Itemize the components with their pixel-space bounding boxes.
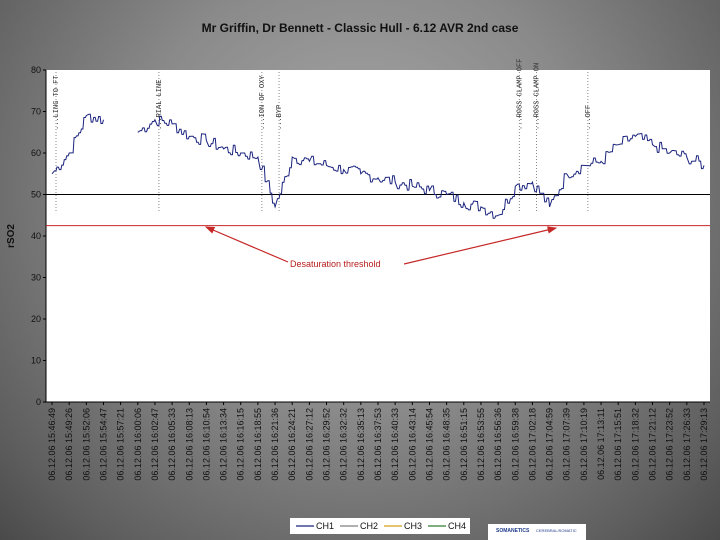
chart-title: Mr Griffin, Dr Bennett - Classic Hull - … <box>202 21 519 35</box>
x-tick-label: 06.12.06 17:13:11 <box>596 408 606 480</box>
x-tick-label: 06.12.06 16:35:13 <box>356 408 366 481</box>
event-marker-label: ...LING TO FT <box>53 75 61 130</box>
series-line-ch1 <box>51 113 104 175</box>
x-tick-label: 06.12.06 17:26:33 <box>682 408 692 481</box>
event-marker-label: ...OFF <box>585 105 593 130</box>
x-tick-label: 06.12.06 16:43:14 <box>407 408 417 481</box>
legend: CH1 CH2 CH3 CH4 <box>290 518 470 534</box>
x-tick-label: 06.12.06 15:54:47 <box>98 408 108 481</box>
x-tick-label: 06.12.06 17:02:18 <box>527 408 537 481</box>
x-tick-label: 06.12.06 16:53:55 <box>476 408 486 481</box>
y-axis: 0 10 20 30 40 50 60 70 80 <box>31 65 47 407</box>
x-tick-label: 06.12.06 16:37:53 <box>373 408 383 481</box>
y-tick-label: 30 <box>31 273 41 283</box>
legend-box <box>290 518 470 534</box>
x-tick-label: 06.12.06 16:29:52 <box>322 408 332 481</box>
x-tick-label: 06.12.06 16:00:06 <box>133 408 143 481</box>
annotation-arrow-right <box>403 226 558 265</box>
legend-label-ch1: CH1 <box>316 521 334 531</box>
y-tick-label: 70 <box>31 107 41 117</box>
plot-area <box>46 70 710 402</box>
y-tick-label: 0 <box>36 397 41 407</box>
annotation-arrow-left <box>204 226 289 263</box>
x-tick-label: 06.12.06 16:59:38 <box>510 408 520 481</box>
x-tick-label: 06.12.06 17:21:12 <box>648 408 658 481</box>
x-tick-label: 06.12.06 17:15:51 <box>613 408 623 481</box>
x-tick-label: 06.12.06 16:10:54 <box>201 408 211 481</box>
x-tick-label: 06.12.06 16:32:32 <box>339 408 349 481</box>
x-tick-label: 06.12.06 16:48:35 <box>442 408 452 481</box>
reference-lines <box>46 194 710 227</box>
legend-label-ch3: CH3 <box>404 521 422 531</box>
x-tick-label: 06.12.06 16:21:36 <box>270 408 280 481</box>
x-tick-label: 06.12.06 17:29:13 <box>699 408 709 481</box>
x-tick-label: 06.12.06 17:18:32 <box>630 408 640 481</box>
y-tick-label: 20 <box>31 314 41 324</box>
logo-box <box>488 524 586 540</box>
x-tick-label: 06.12.06 17:23:52 <box>665 408 675 481</box>
x-tick-label: 06.12.06 16:18:55 <box>253 408 263 481</box>
event-marker-label: ...RIAL LINE <box>156 80 164 130</box>
event-marker-label: ...ROSS CLAMP ON <box>533 63 541 130</box>
x-tick-label: 06.12.06 16:24:21 <box>287 408 297 481</box>
x-tick-label: 06.12.06 16:13:34 <box>219 408 229 481</box>
x-tick-label: 06.12.06 17:07:39 <box>562 408 572 481</box>
y-tick-label: 80 <box>31 65 41 75</box>
logo-text-main: SOMANETICS <box>496 528 530 534</box>
x-tick-label: 06.12.06 16:51:15 <box>459 408 469 481</box>
event-marker-label: ...ION OF OXY <box>259 75 267 130</box>
event-marker-label: ...BYP <box>276 105 284 130</box>
logo-text-sub: CEREBRAL/SOMATIC <box>536 528 577 533</box>
series-line-ch1 <box>137 115 705 219</box>
x-tick-label: 06.12.06 16:05:33 <box>167 408 177 481</box>
x-tick-label: 06.12.06 15:52:06 <box>81 408 91 481</box>
y-tick-label: 50 <box>31 190 41 200</box>
x-tick-label: 06.12.06 17:04:59 <box>545 408 555 481</box>
x-tick-label: 06.12.06 16:16:15 <box>236 408 246 481</box>
x-tick-label: 06.12.06 16:27:12 <box>304 408 314 481</box>
x-tick-label: 06.12.06 16:45:54 <box>424 408 434 481</box>
annotation-text: Desaturation threshold <box>290 259 381 269</box>
legend-label-ch2: CH2 <box>360 521 378 531</box>
x-axis: 06.12.06 15:46:49 06.12.06 15:49:26 06.12.… <box>46 401 710 481</box>
series-lines <box>51 113 705 219</box>
event-markers: ...LING TO FT ...RIAL LINE ...ION OF OXY..… <box>53 59 593 212</box>
x-tick-label: 06.12.06 15:57:21 <box>116 408 126 481</box>
x-tick-label: 06.12.06 15:49:26 <box>64 408 74 481</box>
legend-label-ch4: CH4 <box>448 521 466 531</box>
event-marker-label: ...ROSS CLAMP OFF <box>516 59 524 130</box>
y-tick-label: 60 <box>31 148 41 158</box>
x-tick-label: 06.12.06 16:08:13 <box>184 408 194 481</box>
x-tick-label: 06.12.06 16:56:36 <box>493 408 503 481</box>
x-tick-label: 06.12.06 16:02:47 <box>150 408 160 481</box>
x-tick-label: 06.12.06 16:40:33 <box>390 408 400 481</box>
x-tick-label: 06.12.06 17:10:19 <box>579 408 589 481</box>
y-tick-label: 40 <box>31 231 41 241</box>
desaturation-annotation: Desaturation threshold <box>204 226 558 269</box>
x-tick-label: 06.12.06 15:46:49 <box>47 408 57 481</box>
y-tick-label: 10 <box>31 356 41 366</box>
somanetics-logo: SOMANETICS CEREBRAL/SOMATIC <box>488 524 586 540</box>
y-axis-label: rSO2 <box>6 224 17 248</box>
